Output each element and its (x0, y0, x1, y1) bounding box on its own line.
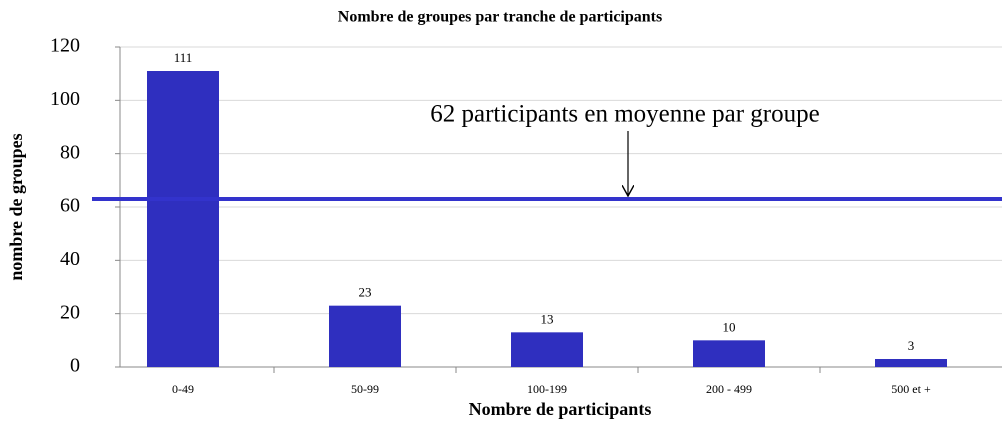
y-tick-label: 80 (60, 141, 80, 163)
value-label: 23 (359, 285, 372, 300)
y-tick-label: 60 (60, 195, 80, 217)
y-tick-label: 20 (60, 301, 80, 323)
value-label: 10 (723, 319, 736, 334)
value-label: 111 (174, 50, 193, 65)
bar (329, 305, 401, 367)
bar (147, 71, 219, 367)
x-axis-label: Nombre de participants (469, 399, 652, 419)
y-tick-label: 120 (50, 35, 80, 57)
value-label: 13 (541, 311, 554, 326)
bar (511, 332, 583, 367)
chart-title: Nombre de groupes par tranche de partici… (338, 9, 662, 26)
x-tick-label: 0-49 (172, 382, 194, 396)
x-tick-label: 500 et + (891, 382, 931, 396)
y-tick-label: 0 (70, 355, 80, 377)
annotation: 62 participants en moyenne par groupe (430, 101, 819, 128)
y-tick-label: 40 (60, 248, 80, 270)
value-label: 3 (908, 338, 915, 353)
y-axis-label: nombre de groupes (6, 133, 26, 280)
y-tick-label: 100 (50, 88, 80, 110)
x-tick-label: 50-99 (351, 382, 379, 396)
bar (693, 340, 765, 367)
x-tick-label: 200 - 499 (706, 382, 752, 396)
x-tick-label: 100-199 (527, 382, 567, 396)
bar (875, 359, 947, 367)
